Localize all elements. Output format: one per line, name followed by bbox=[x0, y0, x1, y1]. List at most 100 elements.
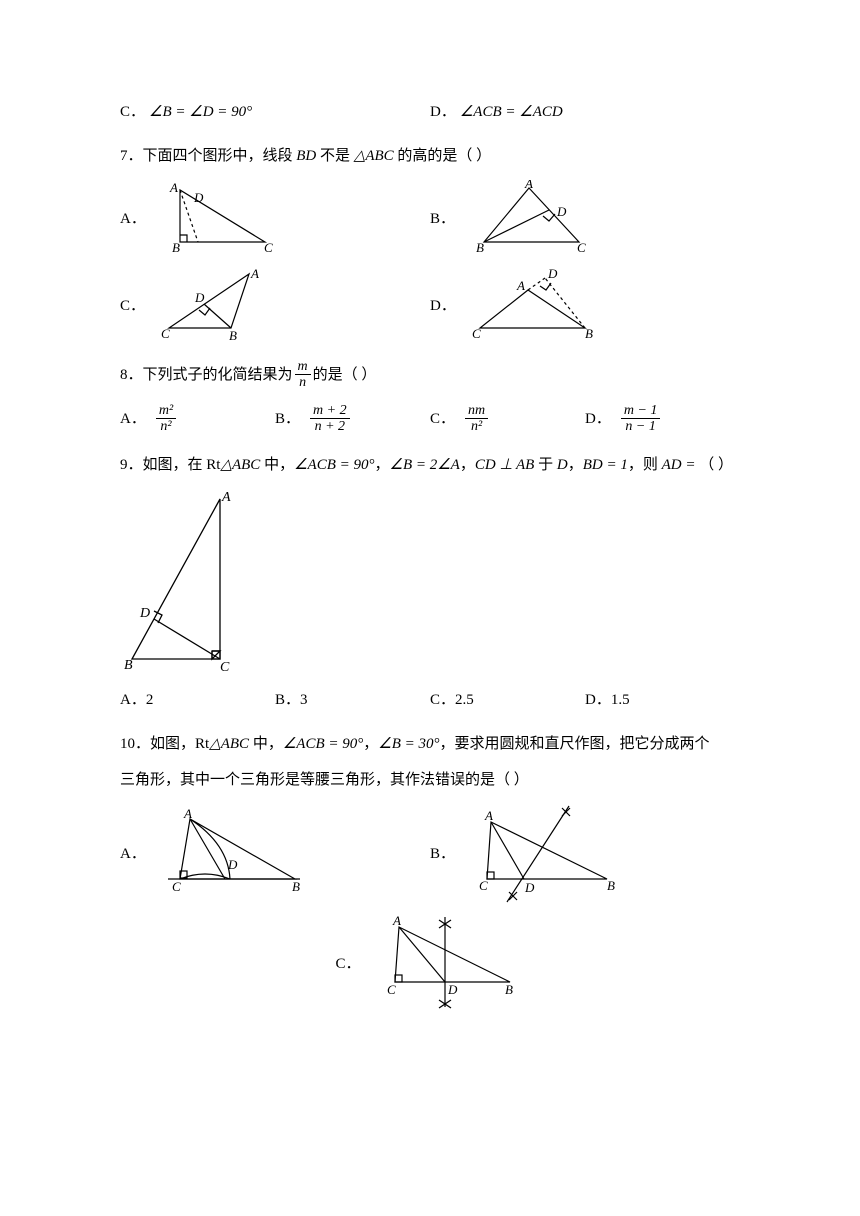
svg-text:A: A bbox=[169, 180, 178, 195]
svg-text:C: C bbox=[577, 240, 586, 255]
q8-options: A． m² n² B． m + 2 n + 2 C． nm n² D． m − … bbox=[120, 403, 740, 435]
q9-s6: ， bbox=[568, 457, 583, 473]
q10-stem-line2: 三角形，其中一个三角形是等腰三角形，其作法错误的是（ ） bbox=[120, 768, 740, 792]
q8-c-den: n² bbox=[468, 419, 485, 434]
svg-text:C: C bbox=[387, 982, 396, 997]
svg-text:D: D bbox=[193, 190, 204, 205]
q8-b-num: m + 2 bbox=[310, 403, 350, 419]
q9-c-lbl: C． bbox=[430, 688, 455, 712]
q9-m1: ∠ACB = 90° bbox=[294, 457, 374, 473]
q6-d-label: D． bbox=[430, 100, 456, 124]
q7-row-ab: A． A D B C B． bbox=[120, 180, 740, 258]
q9-a-lbl: A． bbox=[120, 688, 146, 712]
q7-fig-c: A D C B bbox=[159, 268, 279, 343]
q9-s8: （ ） bbox=[699, 457, 733, 473]
svg-text:A: A bbox=[221, 490, 231, 505]
q10-c-lbl: C． bbox=[335, 952, 360, 976]
q8-b-frac: m + 2 n + 2 bbox=[310, 403, 350, 435]
svg-text:D: D bbox=[524, 880, 535, 895]
q7-stem-mid2: 不是 bbox=[316, 148, 354, 164]
q10-fig-a: A D C B bbox=[160, 809, 310, 899]
svg-text:D: D bbox=[194, 290, 205, 305]
q10-fig-c: A D C B bbox=[375, 912, 525, 1017]
q9-s7: ，则 bbox=[628, 457, 662, 473]
q8-frac: m n bbox=[295, 359, 311, 391]
q8-d-den: n − 1 bbox=[622, 419, 658, 434]
q9-m3: CD ⊥ AB bbox=[475, 457, 534, 473]
q9-m4: D bbox=[557, 457, 568, 473]
q8-a-frac: m² n² bbox=[156, 403, 176, 435]
svg-text:B: B bbox=[292, 879, 300, 894]
q10-s1: 10．如图，Rt bbox=[120, 736, 209, 752]
q9-s4: ， bbox=[460, 457, 475, 473]
q8-frac-den: n bbox=[296, 375, 309, 390]
q8-c-frac: nm n² bbox=[465, 403, 488, 435]
q6-c-math: ∠B = ∠D = 90° bbox=[149, 100, 252, 124]
q10-tri: △ABC bbox=[209, 736, 249, 752]
svg-text:C: C bbox=[264, 240, 273, 255]
svg-text:A: A bbox=[392, 913, 401, 928]
svg-text:A: A bbox=[484, 808, 493, 823]
q9-b: 3 bbox=[300, 688, 308, 712]
svg-text:C: C bbox=[220, 660, 230, 674]
q8-d-lbl: D． bbox=[585, 407, 611, 431]
q10-row-ab: A． A D C B B． bbox=[120, 804, 740, 904]
q10-m2: ∠B = 30° bbox=[378, 736, 439, 752]
q10-s2: 中， bbox=[249, 736, 283, 752]
q7-fig-d: A D C B bbox=[470, 268, 605, 343]
svg-text:D: D bbox=[139, 606, 150, 621]
q10-a-lbl: A． bbox=[120, 842, 146, 866]
q7-stem-post: 的高的是（ ） bbox=[394, 148, 492, 164]
svg-text:A: A bbox=[524, 180, 533, 191]
svg-text:B: B bbox=[172, 240, 180, 255]
svg-text:C: C bbox=[161, 326, 170, 341]
svg-text:A: A bbox=[183, 809, 192, 821]
svg-text:B: B bbox=[607, 878, 615, 893]
q10-row-c: C． A D C B bbox=[120, 912, 740, 1017]
q8-stem: 8．下列式子的化简结果为 m n 的是（ ） bbox=[120, 359, 740, 391]
svg-text:C: C bbox=[479, 878, 488, 893]
svg-text:A: A bbox=[516, 278, 525, 293]
q10-m1: ∠ACB = 90° bbox=[283, 736, 363, 752]
q6-d-math: ∠ACB = ∠ACD bbox=[460, 100, 563, 124]
q7-stem: 7．下面四个图形中，线段 BD 不是 △ABC 的高的是（ ） bbox=[120, 144, 740, 168]
q10-fig-b: A D C B bbox=[469, 804, 629, 904]
q9-tri: △ABC bbox=[220, 457, 260, 473]
q8-pre: 8．下列式子的化简结果为 bbox=[120, 363, 293, 387]
q6-c-label: C． bbox=[120, 100, 145, 124]
q9-b-lbl: B． bbox=[275, 688, 300, 712]
q9-c: 2.5 bbox=[455, 688, 474, 712]
q8-a-lbl: A． bbox=[120, 407, 146, 431]
q9-m2: ∠B = 2∠A bbox=[390, 457, 460, 473]
q7-row-cd: C． A D C B D． bbox=[120, 268, 740, 343]
q9-m6: AD = bbox=[662, 457, 700, 473]
svg-text:B: B bbox=[124, 658, 133, 673]
q9-s1: 9．如图，在 Rt bbox=[120, 457, 220, 473]
q8-post: 的是（ ） bbox=[313, 363, 377, 387]
q8-b-lbl: B． bbox=[275, 407, 300, 431]
q8-a-den: n² bbox=[157, 419, 174, 434]
q10-b-lbl: B． bbox=[430, 842, 455, 866]
q8-b-den: n + 2 bbox=[312, 419, 348, 434]
q9-m5: BD = 1 bbox=[583, 457, 628, 473]
svg-text:D: D bbox=[227, 857, 238, 872]
q6-options-cd: C． ∠B = ∠D = 90° D． ∠ACB = ∠ACD bbox=[120, 100, 740, 124]
svg-text:B: B bbox=[476, 240, 484, 255]
q7-a-label: A． bbox=[120, 207, 146, 231]
q9-d: 1.5 bbox=[611, 688, 630, 712]
svg-text:D: D bbox=[547, 268, 558, 281]
q9-figure: A D B C bbox=[120, 489, 740, 674]
q7-fig-b: A D B C bbox=[469, 180, 599, 258]
q7-b-label: B． bbox=[430, 207, 455, 231]
q9-s2: 中， bbox=[260, 457, 294, 473]
svg-text:B: B bbox=[585, 326, 593, 341]
q8-frac-num: m bbox=[295, 359, 311, 375]
svg-text:B: B bbox=[229, 328, 237, 343]
q9-options: A．2 B．3 C．2.5 D．1.5 bbox=[120, 688, 740, 712]
svg-text:D: D bbox=[447, 982, 458, 997]
q9-s5: 于 bbox=[534, 457, 557, 473]
q9-s3: ， bbox=[374, 457, 389, 473]
q7-stem-pre: 7．下面四个图形中，线段 bbox=[120, 148, 296, 164]
q8-d-frac: m − 1 n − 1 bbox=[621, 403, 661, 435]
q10-s3: ， bbox=[363, 736, 378, 752]
